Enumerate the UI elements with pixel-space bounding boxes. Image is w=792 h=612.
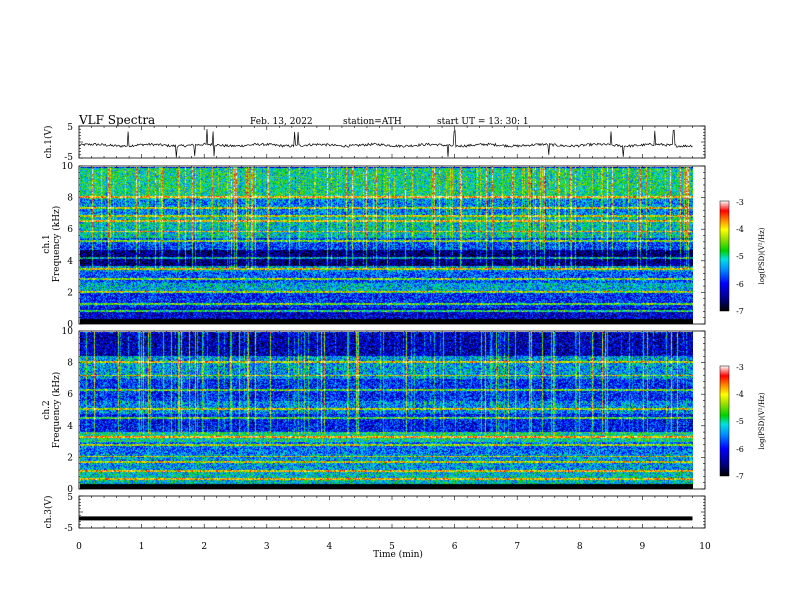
ch1-freq-tick-label: 6 (67, 225, 73, 235)
ch3-waveform-panel: 5 -5 ch.3(V) (43, 493, 706, 534)
ch1-waveform-ylabel: ch.1(V) (43, 126, 54, 159)
time-tick-label: 5 (389, 542, 395, 552)
time-tick-label: 9 (640, 542, 646, 552)
ch2-freq-tick-label: 8 (67, 359, 73, 369)
ch2-colorbar-tick-6: -6 (736, 445, 744, 454)
ch2-freq-tick-label: 2 (67, 453, 73, 463)
time-tick-label: 4 (327, 542, 333, 552)
ch3-ytick-bottom: -5 (64, 524, 73, 534)
ch2-colorbar-tick-3: -3 (736, 363, 744, 372)
ch2-freq-tick-label: 0 (67, 485, 73, 495)
time-tick-label: 0 (76, 542, 82, 552)
ch1-waveform-line (78, 129, 693, 158)
ch1-freq-tick-label: 2 (67, 288, 73, 298)
ch1-colorbar-tick-7: -7 (736, 307, 744, 316)
ch1-freq-tick-label: 4 (67, 257, 73, 267)
ch2-spectrogram-image (79, 331, 693, 489)
time-tick-label: 6 (452, 542, 458, 552)
time-tick-label: 10 (699, 542, 711, 552)
ch3-waveform-line (79, 516, 693, 521)
ch2-freq-tick-label: 4 (67, 422, 73, 432)
ch2-colorbar-tick-7: -7 (736, 472, 744, 481)
ch1-colorbar: -3 -4 -5 -6 -7 log(PSD)(V²/Hz) (719, 198, 766, 316)
ch1-freq-tick-label: 10 (62, 162, 74, 172)
ch1-colorbar-tick-3: -3 (736, 198, 744, 207)
ch2-freq-tick-label: 6 (67, 390, 73, 400)
x-axis-label: Time (min) (373, 549, 423, 560)
ch3-waveform-frame (78, 495, 706, 529)
ch1-spectrogram-ylabel-channel: ch.1 (42, 234, 52, 253)
ch2-freq-tick-label: 10 (62, 327, 74, 337)
ch1-freq-tick-label: 0 (67, 320, 73, 330)
ch1-colorbar-tick-6: -6 (736, 280, 744, 289)
ch1-waveform-panel: 5 -5 ch.1(V) (43, 123, 706, 163)
ch2-colorbar-label: log(PSD)(V²/Hz) (758, 392, 766, 449)
figure-title: VLF Spectra (78, 113, 155, 127)
time-tick-label: 8 (577, 542, 583, 552)
ch1-waveform-frame (78, 125, 706, 159)
ch3-waveform-ylabel: ch.3(V) (43, 496, 54, 529)
ch1-freq-tick-label: 8 (67, 194, 73, 204)
ch2-spectrogram-ylabel-channel: ch.2 (42, 400, 52, 419)
time-tick-label: 3 (264, 542, 270, 552)
ch1-colorbar-gradient (719, 200, 730, 312)
ch1-spectrogram-ylabel: Frequency (kHz) (51, 206, 62, 283)
time-tick-label: 7 (514, 542, 520, 552)
ch1-colorbar-tick-5: -5 (736, 252, 744, 261)
ch1-spectrogram-image (79, 166, 693, 324)
date-label: Feb. 13, 2022 (250, 117, 313, 127)
ch1-ytick-bottom: -5 (64, 153, 73, 163)
start-time-label: start UT = 13: 30: 1 (437, 117, 529, 127)
ch2-colorbar-tick-5: -5 (736, 417, 744, 426)
time-tick-label: 2 (201, 542, 207, 552)
ch2-colorbar-gradient (719, 365, 730, 477)
ch2-colorbar-tick-4: -4 (736, 390, 744, 399)
time-tick-label: 1 (139, 542, 145, 552)
ch1-colorbar-tick-4: -4 (736, 225, 744, 234)
ch3-ytick-top: 5 (67, 493, 73, 503)
ch1-ytick-top: 5 (67, 123, 73, 133)
station-label: station=ATH (343, 117, 402, 127)
ch2-spectrogram-ylabel: Frequency (kHz) (51, 372, 62, 449)
ch2-colorbar: -3 -4 -5 -6 -7 log(PSD)(V²/Hz) (719, 363, 766, 481)
ch1-colorbar-label: log(PSD)(V²/Hz) (758, 227, 766, 284)
